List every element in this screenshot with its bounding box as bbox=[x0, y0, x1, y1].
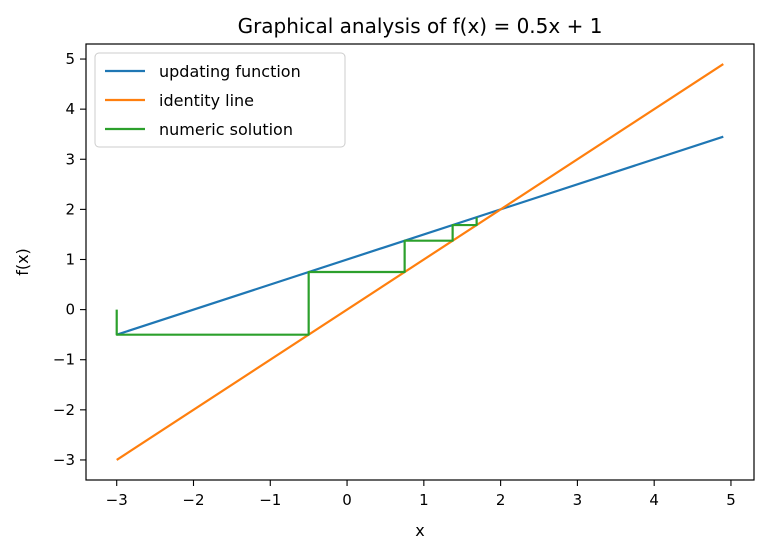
series-line-0 bbox=[116, 135, 724, 336]
x-tick-label: 1 bbox=[419, 491, 429, 509]
y-tick-label: 2 bbox=[65, 200, 75, 218]
series-line-1 bbox=[116, 63, 724, 461]
legend-box bbox=[94, 52, 346, 148]
y-tick-label: 3 bbox=[65, 150, 75, 168]
x-tick-label: 3 bbox=[573, 491, 583, 509]
x-tick-label: −1 bbox=[259, 491, 281, 509]
y-tick-label: 0 bbox=[65, 301, 75, 319]
y-tick-label: −3 bbox=[53, 451, 75, 469]
y-axis: −3 −2 −1 0 1 2 3 4 5 bbox=[53, 50, 86, 469]
legend-label-1: identity line bbox=[159, 91, 254, 110]
y-tick-label: 5 bbox=[65, 50, 75, 68]
legend-label-0: updating function bbox=[159, 62, 301, 81]
x-tick-label: 4 bbox=[649, 491, 659, 509]
y-axis-label: f(x) bbox=[13, 248, 32, 276]
x-axis-label: x bbox=[415, 521, 424, 540]
x-tick-label: 0 bbox=[342, 491, 352, 509]
x-tick-label: −3 bbox=[106, 491, 128, 509]
x-tick-label: 5 bbox=[726, 491, 736, 509]
y-tick-label: −2 bbox=[53, 401, 75, 419]
x-tick-label: 2 bbox=[496, 491, 506, 509]
chart-title: Graphical analysis of f(x) = 0.5x + 1 bbox=[238, 14, 603, 38]
y-tick-label: 4 bbox=[65, 100, 75, 118]
x-tick-label: −2 bbox=[182, 491, 204, 509]
y-tick-label: 1 bbox=[65, 250, 75, 268]
x-axis: −3 −2 −1 0 1 2 3 4 5 bbox=[106, 480, 736, 509]
plot-frame bbox=[85, 43, 755, 481]
y-tick-label: −1 bbox=[53, 351, 75, 369]
series-line-2 bbox=[115, 217, 478, 336]
legend: updating function identity line numeric so… bbox=[94, 52, 346, 148]
series-lines bbox=[115, 63, 724, 461]
legend-label-2: numeric solution bbox=[159, 120, 293, 139]
